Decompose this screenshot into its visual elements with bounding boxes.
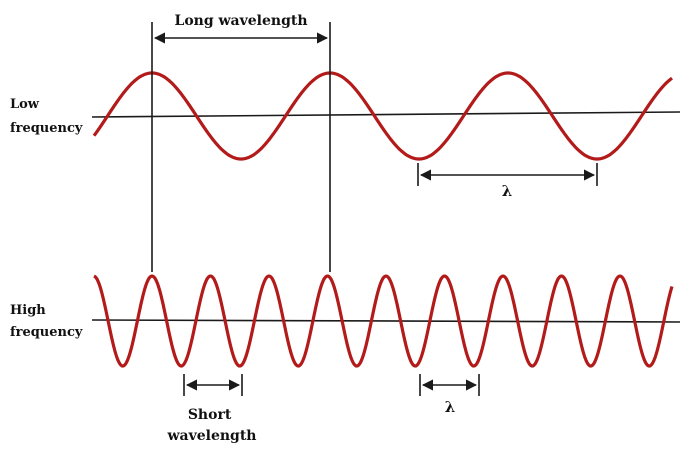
high-frequency-label: High frequency [10,303,83,340]
low-frequency-wave [92,71,673,161]
short-wavelength-label: Short wavelength [166,407,256,444]
low-axis-line [91,111,680,118]
low-frequency-label: Low frequency [10,97,83,136]
high-lambda-label: λ [445,398,456,416]
high-frequency-wave [93,274,674,368]
high-axis-line [91,319,680,323]
low-lambda-label: λ [502,182,513,200]
long-wavelength-label: Long wavelength [174,13,307,29]
